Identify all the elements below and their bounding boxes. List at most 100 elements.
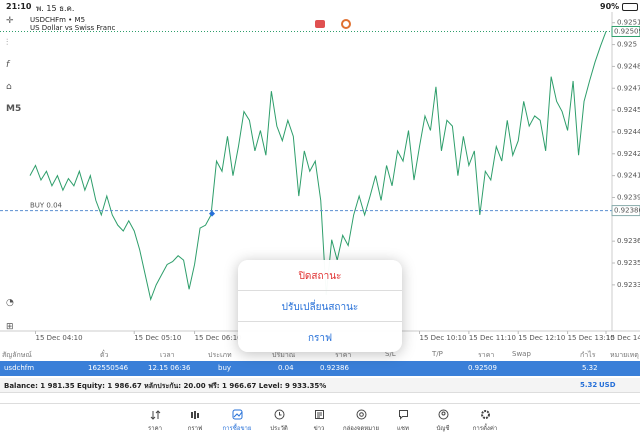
current-price-label: 0.92509	[614, 27, 640, 35]
cell-symbol: usdchfm	[4, 364, 35, 372]
tab-icon	[232, 409, 242, 420]
x-tick-label: 15 Dec 13:10	[568, 334, 615, 342]
tab[interactable]: การตั้งค่า	[460, 409, 510, 433]
x-tick-label: 15 Dec 12:10	[518, 334, 565, 342]
price-line	[29, 31, 607, 302]
tab-icon	[480, 410, 490, 419]
tab-label: ราคา	[148, 425, 162, 432]
column-header: ประเภท	[208, 351, 232, 359]
battery: 90%	[600, 2, 620, 11]
y-tick-label: 0.92365	[617, 237, 640, 245]
cell-profit: 5.32	[582, 364, 598, 372]
column-header: ปริมาณ	[272, 351, 296, 359]
tab-label: กราฟ	[187, 425, 203, 432]
tab-icon	[274, 409, 284, 420]
y-tick-label: 0.9235	[617, 259, 640, 267]
objects-tool[interactable]: ⌂	[6, 82, 12, 92]
column-header: ตั๋ว	[100, 351, 109, 359]
timeframe[interactable]: M5	[6, 104, 22, 114]
position-price-box	[611, 205, 640, 217]
date: พ. 15 ธ.ค.	[36, 4, 75, 13]
tab-divider	[0, 403, 640, 404]
tab-label: ประวัติ	[270, 425, 288, 432]
column-header: Swap	[512, 350, 531, 358]
cell-time: 12.15 06:36	[148, 364, 191, 372]
cell-ticket: 162550546	[88, 364, 129, 372]
context-menu: ปิดสถานะ ปรับเปลี่ยนสถานะ กราฟ	[238, 260, 402, 352]
tab[interactable]: ประวัติ	[254, 409, 304, 433]
tab[interactable]: กล่องจดหมาย	[336, 409, 386, 433]
position-price-label: 0.92386	[614, 207, 640, 215]
column-header: กำไร	[580, 351, 596, 359]
tab-icon	[438, 409, 448, 420]
x-tick-label: 15 Dec 04:10	[35, 334, 82, 342]
column-header: สัญลักษณ์	[2, 351, 32, 359]
column-header: หมายเหตุ	[610, 351, 639, 359]
tab-icon	[190, 411, 199, 419]
tab-label: การซื้อขาย	[222, 425, 252, 432]
current-price-box	[611, 25, 640, 37]
currency: USD	[599, 381, 616, 389]
menu-modify-position[interactable]: ปรับเปลี่ยนสถานะ	[281, 302, 359, 313]
tab-icon	[356, 409, 366, 420]
tab-icon	[150, 410, 160, 420]
y-tick-label: 0.92425	[617, 150, 640, 158]
cell-type: buy	[218, 364, 232, 372]
separator	[238, 321, 402, 322]
cell-open-price: 0.92386	[320, 364, 349, 372]
add-tool[interactable]: ⊞	[6, 322, 14, 332]
x-tick-label: 15 Dec 05:10	[134, 334, 181, 342]
total-profit: 5.32	[580, 381, 598, 389]
one-click-button[interactable]	[341, 19, 351, 29]
chart-title: USDCHFm • M5	[30, 16, 85, 24]
tab-label: แชท	[397, 425, 409, 432]
position-row[interactable]	[0, 361, 640, 376]
tab[interactable]: ราคา	[130, 409, 180, 433]
tab[interactable]: ข่าว	[294, 409, 344, 433]
trade-button[interactable]	[315, 20, 325, 28]
y-tick-label: 0.9247	[617, 84, 640, 92]
entry-marker	[209, 210, 215, 217]
y-tick-label: 0.9241	[617, 172, 640, 180]
summary-bar	[0, 378, 640, 393]
x-tick-label: 15 Dec 10:10	[419, 334, 466, 342]
y-tick-label: 0.9244	[617, 128, 640, 136]
tab-label: ข่าว	[313, 425, 325, 432]
tab-label: กล่องจดหมาย	[342, 425, 380, 432]
separator	[238, 290, 402, 291]
column-header: T/P	[432, 350, 443, 358]
battery-icon	[622, 3, 638, 11]
menu-close-position[interactable]: ปิดสถานะ	[298, 271, 342, 282]
x-tick-label: 15 Dec 06:10	[195, 334, 242, 342]
y-tick-label: 0.92455	[617, 106, 640, 114]
column-header: S/L	[385, 350, 396, 358]
tab-label: การตั้งค่า	[472, 425, 498, 432]
tab[interactable]: การซื้อขาย	[212, 409, 262, 433]
column-header: เวลา	[160, 351, 175, 359]
cell-volume: 0.04	[278, 364, 294, 372]
x-tick-label: 15 Dec 14:10	[606, 334, 640, 342]
tab-icon	[314, 410, 324, 419]
chart-subtitle: US Dollar vs Swiss Franc	[30, 24, 116, 32]
crosshair-tool[interactable]: ✛	[6, 16, 14, 26]
chart-type-tool[interactable]: ⫶	[6, 38, 9, 48]
menu-chart[interactable]: กราฟ	[307, 333, 333, 344]
cell-price: 0.92509	[468, 364, 497, 372]
column-header: ราคา	[335, 351, 352, 359]
tab-label: บัญชี	[436, 425, 450, 432]
time: 21:10	[6, 2, 32, 11]
tab[interactable]: บัญชี	[418, 409, 468, 433]
trade-tool[interactable]: ◔	[6, 298, 14, 308]
position-label: BUY 0.04	[30, 202, 63, 210]
y-tick-label: 0.92395	[617, 193, 640, 201]
tab[interactable]: แชท	[378, 409, 428, 433]
y-tick-label: 0.92485	[617, 62, 640, 70]
tab-icon	[398, 410, 408, 420]
column-header: ราคา	[478, 351, 495, 359]
x-tick-label: 15 Dec 11:10	[469, 334, 516, 342]
account-summary: Balance: 1 981.35 Equity: 1 986.67 หลักป…	[4, 382, 327, 390]
y-tick-label: 0.925	[617, 41, 637, 49]
indicator-tool[interactable]: f	[6, 60, 10, 70]
tab[interactable]: กราฟ	[170, 409, 220, 433]
